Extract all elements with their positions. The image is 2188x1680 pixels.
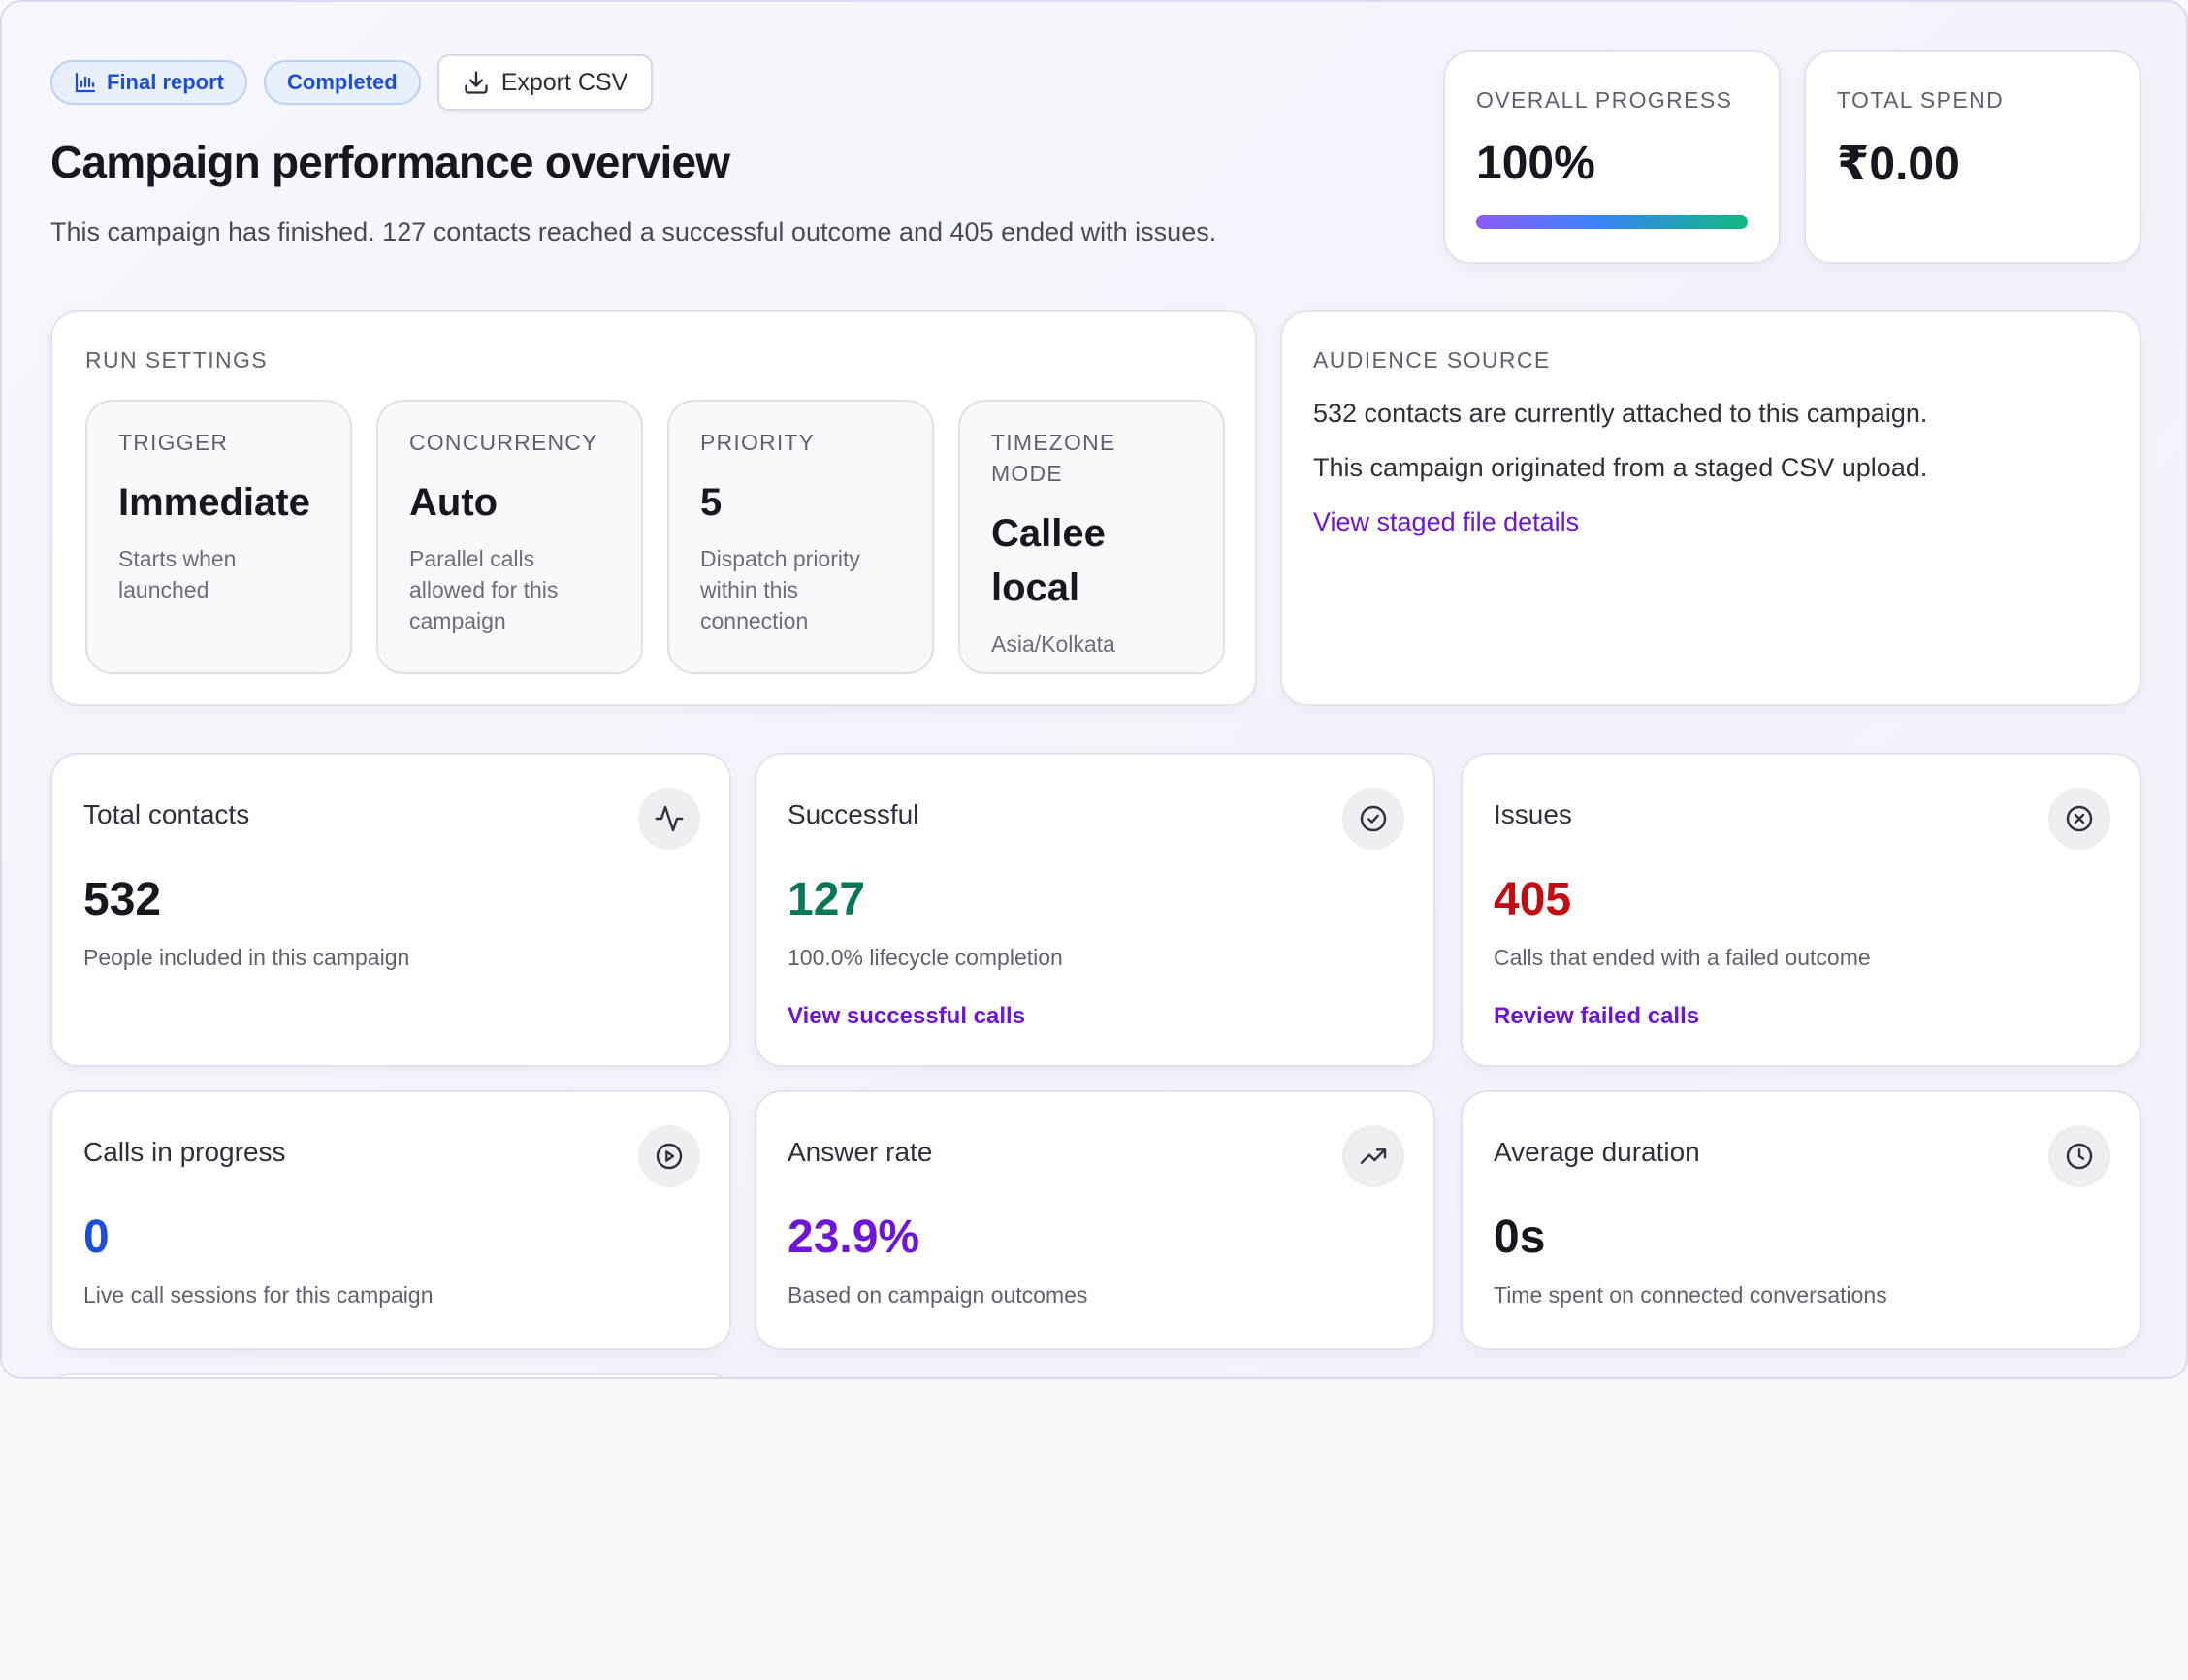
x-circle-icon [2048,788,2110,850]
total-spend-card: Total spend ₹0.00 [1804,50,2141,264]
view-successful-calls-link[interactable]: View successful calls [788,1003,1026,1029]
progress-bar [1476,215,1748,229]
setting-value: 5 [700,481,723,524]
bar-chart-icon [75,72,96,93]
metric-title: Successful [788,799,919,829]
metric-desc: 100.0% lifecycle completion [788,945,1063,970]
setting-trigger: Trigger Immediate Starts when launched [85,400,352,674]
setting-value: Auto [409,481,499,524]
setting-desc: Parallel calls allowed for this campaign [409,546,559,633]
metric-value: 532 [83,874,162,925]
final-report-badge[interactable]: Final report [50,60,248,105]
overall-progress-value: 100% [1476,138,1595,189]
metric-desc: People included in this campaign [83,945,410,970]
page-subtitle: This campaign has finished. 127 contacts… [50,217,1217,246]
metric-title: Total contacts [83,799,250,829]
metric-desc: Based on campaign outcomes [788,1282,1088,1308]
metric-title: Issues [1494,799,1572,829]
audience-origin-text: This campaign originated from a staged C… [1313,453,1928,482]
metric-title: Average duration [1494,1137,1700,1167]
activity-icon [638,788,700,850]
review-failed-calls-link[interactable]: Review failed calls [1494,1003,1700,1029]
metric-value: 0 [83,1212,110,1263]
setting-timezone-mode: Timezone mode Callee local Asia/Kolkata [958,400,1225,674]
setting-value: Immediate [118,481,310,524]
metric-total-contacts: Total contacts 532 People included in th… [50,753,731,1067]
progress-bar-fill [1476,215,1748,229]
metric-value: 23.9% [788,1212,920,1263]
export-csv-label: Export CSV [500,68,628,96]
final-report-label: Final report [107,70,225,94]
setting-desc: Asia/Kolkata [991,631,1115,657]
metric-issues: Issues 405 Calls that ended with a faile… [1461,753,2141,1067]
setting-desc: Dispatch priority within this connection [700,546,860,633]
metric-desc: Live call sessions for this campaign [83,1282,434,1308]
setting-key: Priority [700,430,816,455]
metric-desc: Calls that ended with a failed outcome [1494,945,1871,970]
overall-progress-label: Overall progress [1476,87,1733,113]
metric-title: Answer rate [788,1137,933,1167]
setting-value: Callee local [991,512,1106,609]
setting-key: Trigger [118,430,229,455]
metric-successful: Successful 127 100.0% lifecycle completi… [755,753,1435,1067]
setting-key: Timezone mode [991,430,1116,486]
run-settings-tiles: Trigger Immediate Starts when launched C… [85,400,1225,674]
run-settings-card: Run settings Trigger Immediate Starts wh… [50,310,1257,706]
audience-contacts-text: 532 contacts are currently attached to t… [1313,399,1928,428]
total-spend-label: Total spend [1837,87,2005,113]
metric-average-duration: Average duration 0s Time spent on connec… [1461,1090,2141,1350]
audience-source-label: Audience source [1313,347,1551,372]
download-icon [465,71,488,94]
play-circle-icon [638,1125,700,1187]
metric-calls-in-progress: Calls in progress 0 Live call sessions f… [50,1090,731,1350]
metric-title: Calls in progress [83,1137,286,1167]
campaign-panel: Final report Completed Export CSV Campai… [0,0,2188,1379]
export-csv-button[interactable]: Export CSV [436,54,654,111]
metric-answer-rate: Answer rate 23.9% Based on campaign outc… [755,1090,1435,1350]
page-title: Campaign performance overview [50,137,730,187]
metric-value: 127 [788,874,866,925]
clock-icon [2048,1125,2110,1187]
metric-desc: Time spent on connected conversations [1494,1282,1887,1308]
next-card-edge [50,1373,731,1377]
run-settings-label: Run settings [85,347,269,372]
status-label: Completed [287,70,398,94]
setting-desc: Starts when launched [118,546,237,602]
trending-up-icon [1342,1125,1404,1187]
status-badge: Completed [264,60,421,105]
setting-key: Concurrency [409,430,598,455]
setting-concurrency: Concurrency Auto Parallel calls allowed … [376,400,643,674]
setting-priority: Priority 5 Dispatch priority within this… [667,400,934,674]
header-actions: Final report Completed Export CSV [50,54,654,111]
metric-value: 0s [1494,1212,1546,1263]
view-staged-file-link[interactable]: View staged file details [1313,507,1580,536]
audience-source-card: Audience source 532 contacts are current… [1280,310,2141,706]
overall-progress-card: Overall progress 100% [1443,50,1781,264]
metric-value: 405 [1494,874,1572,925]
total-spend-value: ₹0.00 [1837,139,1960,190]
check-circle-icon [1342,788,1404,850]
